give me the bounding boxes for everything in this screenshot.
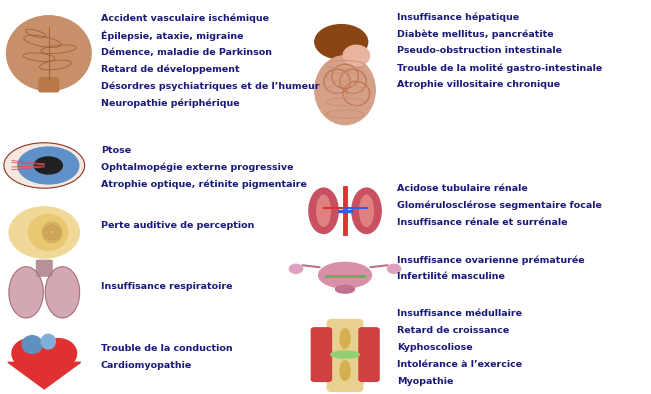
Text: Insuffisance hépatique: Insuffisance hépatique xyxy=(397,13,519,22)
Ellipse shape xyxy=(315,56,375,125)
Ellipse shape xyxy=(340,361,350,380)
Ellipse shape xyxy=(289,264,303,273)
Polygon shape xyxy=(8,362,81,389)
FancyBboxPatch shape xyxy=(39,78,59,92)
FancyBboxPatch shape xyxy=(36,260,52,276)
Ellipse shape xyxy=(4,143,85,188)
Ellipse shape xyxy=(12,339,48,368)
Ellipse shape xyxy=(340,329,350,348)
Ellipse shape xyxy=(22,336,42,353)
Text: Perte auditive de perception: Perte auditive de perception xyxy=(101,221,255,230)
FancyBboxPatch shape xyxy=(311,328,331,381)
Text: Ptose: Ptose xyxy=(101,146,131,155)
Text: Atrophie optique, rétinite pigmentaire: Atrophie optique, rétinite pigmentaire xyxy=(101,180,307,189)
Ellipse shape xyxy=(359,195,374,227)
Ellipse shape xyxy=(387,264,401,273)
Ellipse shape xyxy=(40,339,77,368)
Text: Diabète mellitus, pancréatite: Diabète mellitus, pancréatite xyxy=(397,30,554,39)
Ellipse shape xyxy=(336,285,355,293)
Text: Retard de développement: Retard de développement xyxy=(101,65,240,74)
Text: Acidose tubulaire rénale: Acidose tubulaire rénale xyxy=(397,184,528,193)
FancyBboxPatch shape xyxy=(327,355,363,391)
Text: Trouble de la conduction: Trouble de la conduction xyxy=(101,344,232,353)
Ellipse shape xyxy=(331,351,359,358)
Text: Atrophie villositaire chronique: Atrophie villositaire chronique xyxy=(397,80,561,89)
Text: Kyphoscoliose: Kyphoscoliose xyxy=(397,343,473,352)
Text: Retard de croissance: Retard de croissance xyxy=(397,326,509,335)
Text: Insuffisance rénale et surrénale: Insuffisance rénale et surrénale xyxy=(397,218,568,227)
Text: Ophtalmopégie externe progressive: Ophtalmopégie externe progressive xyxy=(101,163,294,172)
Ellipse shape xyxy=(315,24,368,59)
Text: Épilepsie, ataxie, migraine: Épilepsie, ataxie, migraine xyxy=(101,31,243,41)
Text: Insuffisance respiratoire: Insuffisance respiratoire xyxy=(101,282,232,291)
FancyBboxPatch shape xyxy=(327,320,363,356)
Ellipse shape xyxy=(29,215,68,251)
Text: Démence, maladie de Parkinson: Démence, maladie de Parkinson xyxy=(101,48,272,57)
Text: Intolérance à l’exercice: Intolérance à l’exercice xyxy=(397,360,522,369)
Ellipse shape xyxy=(46,267,79,318)
Ellipse shape xyxy=(7,16,91,91)
FancyBboxPatch shape xyxy=(359,328,379,381)
Text: Désordres psychiatriques et de l’humeur: Désordres psychiatriques et de l’humeur xyxy=(101,82,320,91)
Text: Myopathie: Myopathie xyxy=(397,377,454,386)
Ellipse shape xyxy=(318,262,372,288)
Text: Infertilité masculine: Infertilité masculine xyxy=(397,272,505,281)
Text: Trouble de la molité gastro-intestinale: Trouble de la molité gastro-intestinale xyxy=(397,63,602,73)
Text: Cardiomyopathie: Cardiomyopathie xyxy=(101,361,192,370)
Text: Pseudo-obstruction intestinale: Pseudo-obstruction intestinale xyxy=(397,46,562,56)
Text: Insuffisance ovarienne prématurée: Insuffisance ovarienne prématurée xyxy=(397,255,585,265)
Text: Accident vasculaire ischémique: Accident vasculaire ischémique xyxy=(101,14,269,23)
Ellipse shape xyxy=(352,188,381,234)
Ellipse shape xyxy=(309,188,339,234)
Ellipse shape xyxy=(343,45,370,66)
Text: Glomérulosclérose segmentaire focale: Glomérulosclérose segmentaire focale xyxy=(397,201,602,210)
Text: Neuropathie périphérique: Neuropathie périphérique xyxy=(101,98,240,108)
Ellipse shape xyxy=(9,207,79,258)
Circle shape xyxy=(35,157,62,174)
Ellipse shape xyxy=(316,195,331,227)
Ellipse shape xyxy=(41,334,55,349)
Circle shape xyxy=(18,147,79,184)
Ellipse shape xyxy=(9,267,43,318)
Text: Insuffisance médullaire: Insuffisance médullaire xyxy=(397,309,522,318)
Ellipse shape xyxy=(42,222,62,243)
